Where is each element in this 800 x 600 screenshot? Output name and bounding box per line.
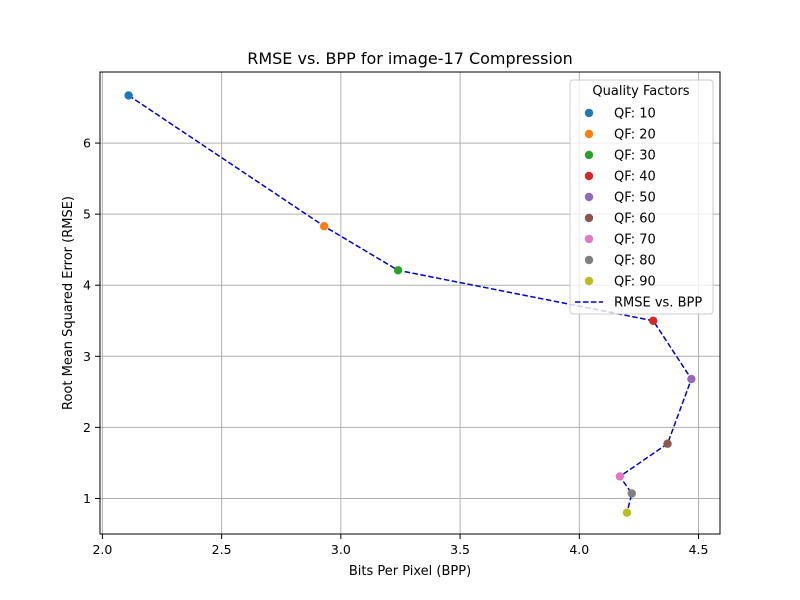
- data-point: [124, 91, 133, 100]
- legend-entry-label: QF: 20: [614, 128, 656, 143]
- x-tick-label: 4.5: [689, 542, 709, 557]
- y-tick-label: 3: [83, 349, 91, 364]
- legend-marker: [584, 108, 594, 118]
- legend-entry-label: QF: 40: [614, 170, 656, 185]
- legend-entry-label: QF: 60: [614, 212, 656, 227]
- legend-marker: [584, 129, 594, 139]
- x-axis-label: Bits Per Pixel (BPP): [349, 564, 471, 579]
- y-tick-label: 1: [83, 491, 91, 506]
- legend-title: Quality Factors: [592, 84, 689, 99]
- legend-marker: [584, 171, 594, 181]
- y-tick-label: 2: [83, 420, 91, 435]
- legend-line-label: RMSE vs. BPP: [614, 296, 702, 311]
- legend-marker: [584, 276, 594, 286]
- x-tick-label: 3.0: [331, 542, 351, 557]
- data-point: [687, 374, 696, 384]
- data-point: [627, 489, 636, 498]
- plot-frame: [99, 71, 721, 535]
- y-tick-label: 6: [83, 136, 91, 151]
- legend-entry-label: QF: 50: [614, 191, 656, 206]
- x-tick-label: 2.0: [92, 542, 112, 557]
- y-tick-label: 4: [83, 278, 91, 293]
- x-axis: 2.0 2.5 3.0 3.5 4.0 4.5: [92, 534, 708, 557]
- chart-title: RMSE vs. BPP for image-17 Compression: [247, 49, 573, 68]
- legend-marker: [584, 192, 594, 202]
- legend-marker: [584, 234, 594, 244]
- y-axis: 1 2 3 4 5 6: [83, 136, 100, 506]
- legend-marker: [584, 255, 594, 265]
- y-axis-label: Root Mean Squared Error (RMSE): [61, 196, 76, 410]
- x-tick-label: 4.0: [569, 542, 589, 557]
- data-point: [319, 222, 329, 231]
- legend-marker: [584, 150, 594, 160]
- legend-entry-label: QF: 90: [614, 275, 656, 290]
- y-tick-label: 5: [83, 207, 91, 222]
- data-point: [615, 472, 625, 481]
- legend-marker: [584, 213, 594, 223]
- legend-entry-label: QF: 30: [614, 149, 656, 164]
- legend-entry-label: QF: 70: [614, 233, 656, 248]
- x-tick-label: 2.5: [212, 542, 232, 557]
- legend-entry-label: QF: 80: [614, 254, 656, 269]
- data-point: [649, 316, 658, 325]
- legend-entry-label: QF: 10: [614, 107, 656, 122]
- legend-entries: QF: 10 QF: 20 QF: 30 QF: 40 QF: 50 QF: 60 QF: …: [575, 107, 702, 311]
- x-tick-label: 3.5: [450, 542, 470, 557]
- legend-box: [569, 79, 714, 315]
- data-points: [124, 91, 696, 517]
- data-point: [622, 508, 632, 517]
- legend: Quality Factors QF: 10 QF: 20 QF: 30 QF: 40…: [569, 79, 714, 315]
- data-point: [393, 266, 403, 275]
- data-point: [663, 439, 672, 448]
